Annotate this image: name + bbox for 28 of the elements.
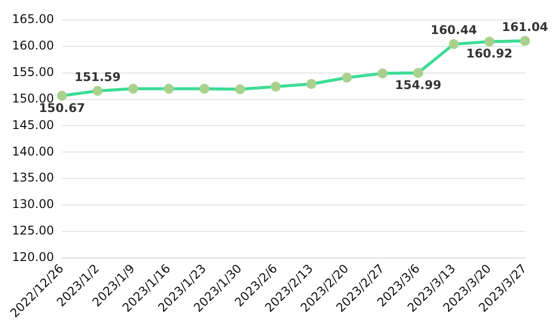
point — [378, 68, 388, 78]
y-tick-label: 160.00 — [12, 38, 54, 53]
point — [164, 84, 174, 94]
y-tick-label: 130.00 — [12, 197, 54, 212]
point — [413, 68, 424, 78]
point — [484, 36, 494, 47]
point — [199, 84, 210, 94]
y-tick-label: 120.00 — [12, 250, 54, 264]
point — [520, 36, 530, 46]
data-label: 161.04 — [502, 20, 548, 34]
point — [235, 84, 246, 94]
point — [56, 90, 67, 101]
point — [92, 86, 103, 96]
y-tick-label: 165.00 — [12, 12, 54, 26]
y-tick-label: 145.00 — [12, 118, 54, 132]
data-label: 160.44 — [430, 23, 477, 38]
point — [270, 82, 281, 92]
data-label: 160.92 — [466, 46, 513, 61]
y-tick-label: 125.00 — [12, 224, 54, 238]
data-label: 154.99 — [394, 78, 442, 92]
point — [306, 78, 316, 89]
point — [448, 39, 459, 50]
data-label: 151.59 — [74, 70, 121, 84]
y-tick-label: 140.00 — [12, 144, 54, 158]
y-tick-label: 155.00 — [12, 64, 54, 79]
point — [128, 84, 138, 94]
y-tick-label: 135.00 — [12, 170, 54, 185]
point — [342, 72, 352, 83]
